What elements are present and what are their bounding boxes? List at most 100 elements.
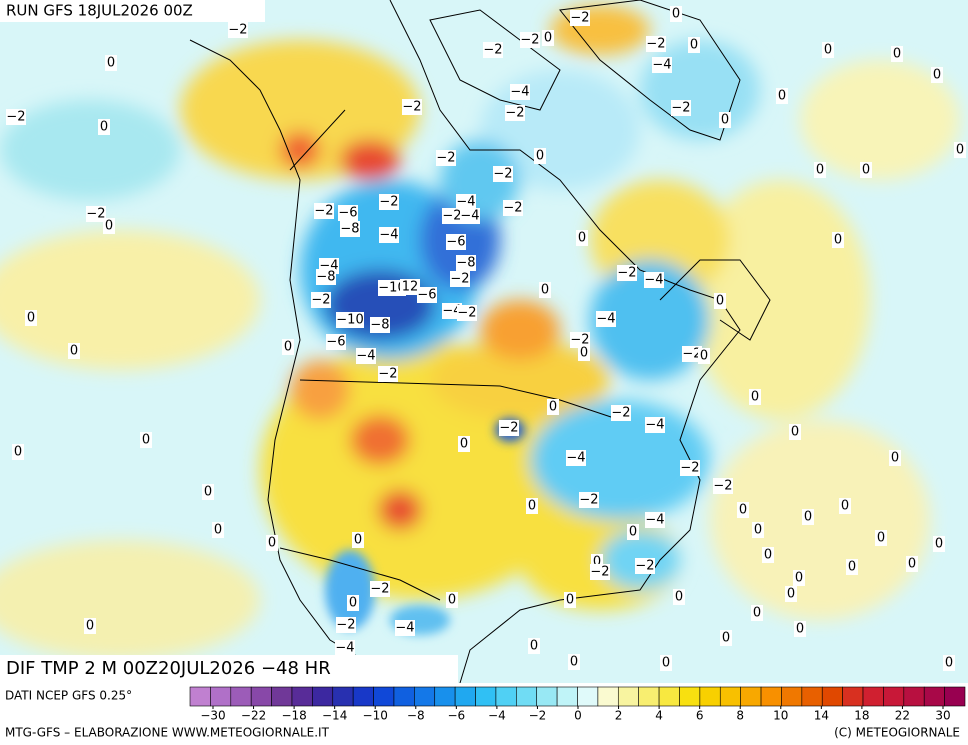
contour-label: −2: [646, 37, 665, 52]
credit: MTG-GFS – ELABORAZIONE WWW.METEOGIORNALE…: [5, 726, 330, 740]
contour-label-box: [906, 556, 918, 572]
contour-label: −2: [503, 201, 522, 216]
contour-label-box: [635, 558, 655, 574]
contour-label-box: [542, 30, 554, 46]
contour-label-box: [534, 148, 546, 164]
contour-label: 0: [891, 451, 899, 466]
contour-label: −6: [417, 288, 436, 303]
contour-label: −2: [483, 43, 502, 58]
colorbar-label: −8: [407, 709, 425, 723]
contour-label-box: [617, 265, 637, 281]
contour-label: −2: [617, 266, 636, 281]
colorbar-swatch: [414, 686, 436, 707]
contour-label: −4: [596, 312, 615, 327]
contour-label-box: [644, 272, 664, 288]
contour-label-box: [340, 221, 360, 237]
contour-label: −2: [378, 367, 397, 382]
contour-label: −2: [450, 272, 469, 287]
contour-label-box: [752, 522, 764, 538]
contour-label-box: [720, 630, 732, 646]
contour-label: 0: [593, 555, 601, 570]
contour-label-box: [457, 305, 477, 321]
contour-label: −4: [510, 85, 529, 100]
contour-label-box: [378, 280, 406, 296]
colorbar-label: 8: [736, 709, 744, 723]
contour-label: 0: [349, 596, 357, 611]
colorbar-swatch: [699, 686, 721, 707]
colorbar-swatch: [393, 686, 415, 707]
contour-label-box: [832, 232, 844, 248]
contour-label: −2: [680, 461, 699, 476]
contour-label: 0: [751, 390, 759, 405]
contour-label-box: [526, 498, 538, 514]
contour-label: 0: [716, 294, 724, 309]
contour-label-box: [646, 36, 666, 52]
colorbar-swatch: [883, 686, 905, 707]
colorbar-swatch: [230, 686, 252, 707]
contour-label-box: [670, 6, 682, 22]
contour-label: 0: [862, 163, 870, 178]
colorbar-swatch: [638, 686, 660, 707]
contour-label-box: [400, 279, 420, 295]
contour-label: −2: [570, 333, 589, 348]
contour-label: −2: [579, 493, 598, 508]
contour-label-box: [688, 37, 700, 53]
contour-label: 0: [70, 344, 78, 359]
contour-label: −2: [379, 195, 398, 210]
contour-label: 0: [834, 233, 842, 248]
contour-label-box: [785, 586, 797, 602]
contour-label: −2: [493, 167, 512, 182]
contour-label-box: [379, 194, 399, 210]
contour-label: 0: [804, 510, 812, 525]
contour-label: −2: [611, 406, 630, 421]
contour-label: 0: [448, 593, 456, 608]
colorbar-swatch: [495, 686, 517, 707]
contour-label-box: [566, 450, 586, 466]
contour-label-box: [889, 450, 901, 466]
contour-label: 0: [795, 571, 803, 586]
contour-label-box: [698, 348, 710, 364]
contour-label-box: [943, 655, 955, 671]
colorbar: −30 −22 −18 −14 −10 −8 −6 −4 −2 0 2 4 6 8 10 14 18 22 30: [189, 686, 966, 723]
contour-label: 0: [354, 533, 362, 548]
contour-label-box: [84, 618, 96, 634]
colorbar-swatch: [352, 686, 374, 707]
colorbar-swatch: [842, 686, 864, 707]
contour-label-box: [352, 532, 364, 548]
colorbar-label: 18: [854, 709, 869, 723]
contour-label: −10: [378, 281, 405, 296]
contour-label: −4: [379, 228, 398, 243]
contour-label: 0: [791, 425, 799, 440]
contour-label-box: [860, 162, 872, 178]
contour-label: −4: [566, 451, 585, 466]
colorbar-swatch: [760, 686, 782, 707]
contour-label: −8: [370, 318, 389, 333]
contour-label: −4: [652, 58, 671, 73]
colorbar-swatch: [862, 686, 884, 707]
contour-label: 0: [541, 283, 549, 298]
contour-label: −2: [370, 582, 389, 597]
contour-label-box: [528, 638, 540, 654]
coastlines: [189, 0, 771, 683]
contour-label: −10: [336, 313, 363, 328]
contour-label-box: [875, 530, 887, 546]
colorbar-label: −10: [363, 709, 388, 723]
contour-label-box: [590, 564, 610, 580]
colorbar-swatch: [821, 686, 843, 707]
colorbar-swatch: [597, 686, 619, 707]
contour-label: −2: [520, 33, 539, 48]
contour-label: 0: [754, 523, 762, 538]
colorbar-swatch: [801, 686, 823, 707]
contour-label: 0: [700, 349, 708, 364]
contour-label-box: [719, 112, 731, 128]
contour-label: −4: [645, 418, 664, 433]
contour-label-box: [105, 55, 117, 71]
contour-label: 0: [739, 503, 747, 518]
contour-label-box: [446, 234, 466, 250]
contour-label-box: [347, 595, 359, 611]
contour-label: 0: [460, 437, 468, 452]
colorbar-label: 6: [696, 709, 704, 723]
contour-label-box: [98, 119, 110, 135]
contour-label-box: [86, 206, 106, 222]
contour-label-box: [335, 640, 355, 656]
